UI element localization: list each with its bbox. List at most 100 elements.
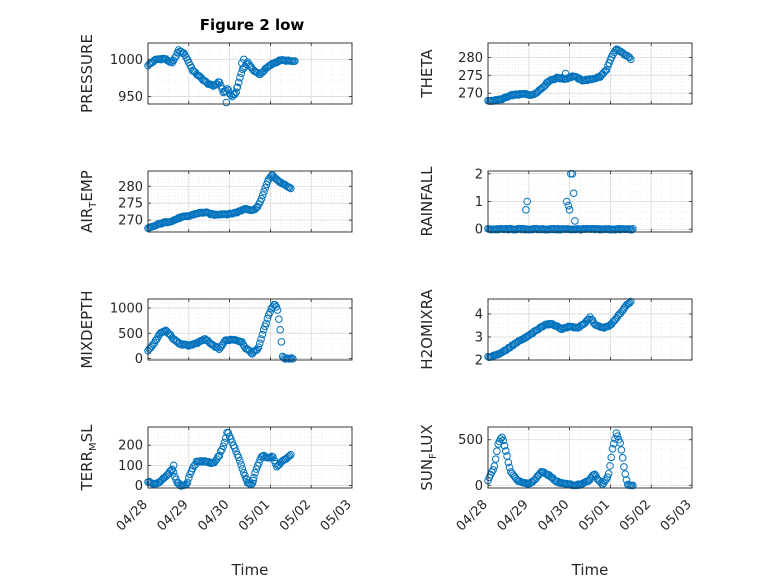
theta-data-point	[609, 50, 617, 59]
h2omixra-data-point	[614, 311, 622, 320]
terr_msl-data-point	[185, 474, 193, 482]
terr_msl-data-point	[238, 465, 247, 473]
h2omixra-data-point	[525, 331, 533, 340]
rainfall-data-point	[562, 197, 571, 206]
mixdepth-data-point	[258, 330, 267, 339]
theta-ylabel: THETA	[418, 49, 436, 99]
panel-air_temp: 270 275 280 AIRTEMP	[78, 170, 353, 233]
rainfall-data-point	[564, 201, 573, 210]
sun_flux-data-point	[629, 481, 637, 490]
panel-pressure: 950 1000 PRESSURE	[78, 34, 353, 113]
terr_msl-data-point	[190, 462, 198, 470]
theta-data-point	[561, 69, 570, 78]
air_temp-ylabel: AIRTEMP	[78, 170, 99, 233]
rainfall-ylabel: RAINFALL	[418, 166, 436, 237]
terr_msl-ytick-label: 200	[118, 439, 143, 454]
terr_msl-data-point	[284, 453, 293, 461]
mixdepth-axes-box	[147, 298, 353, 361]
mixdepth-ytick-label: 1000	[110, 302, 143, 317]
h2omixra-ylabel: H2OMIXRA	[418, 289, 436, 370]
rainfall-data-point	[627, 225, 636, 234]
mixdepth-ytick-label: 0	[135, 352, 143, 367]
terr_msl-data-point	[270, 456, 279, 465]
sun_flux-data-point	[489, 466, 497, 474]
sun_flux-data-point	[504, 458, 513, 467]
mixdepth-ylabel: MIXDEPTH	[78, 290, 96, 368]
rainfall-ytick-label: 0	[475, 223, 483, 238]
air_temp-data-point	[272, 175, 281, 184]
sun_flux-data-point	[573, 481, 581, 490]
terr_msl-xlabel: Time	[231, 561, 269, 579]
h2omixra-axes-box	[487, 298, 693, 361]
sun_flux-data-point	[620, 463, 628, 471]
sun_flux-data-point	[607, 453, 616, 462]
air_temp-ytick-label: 270	[118, 214, 143, 229]
air_temp-data-point	[261, 184, 270, 192]
terr_msl-data-point	[183, 478, 192, 487]
pressure-data-point	[232, 88, 240, 96]
terr_msl-data-point	[165, 467, 174, 476]
mixdepth-data-point	[257, 335, 265, 343]
h2omixra-data-point	[611, 315, 620, 324]
theta-data-point	[625, 53, 634, 62]
pressure-data-point	[291, 57, 299, 65]
pressure-ylabel: PRESSURE	[78, 34, 96, 113]
panel-h2omixra: 2 3 4 H2OMIXRA	[418, 289, 693, 370]
mixdepth-data-point	[262, 319, 270, 328]
rainfall-data-point	[565, 206, 574, 214]
terr_msl-data-point	[227, 435, 235, 443]
rainfall-data-point	[568, 169, 577, 178]
sun_flux-data-point	[603, 473, 612, 481]
air_temp-axes-box	[147, 170, 353, 233]
theta-data-point	[627, 55, 635, 64]
h2omixra-ytick-label: 3	[475, 330, 483, 345]
pressure-data-point	[238, 59, 246, 67]
theta-data-point	[619, 49, 627, 58]
sun_flux-data-point	[617, 446, 626, 454]
theta-ytick-label: 280	[458, 51, 483, 66]
rainfall-axes-box	[487, 170, 693, 233]
terr_msl-data-point	[251, 469, 259, 477]
mixdepth-data-point	[212, 343, 221, 351]
terr_msl-data-point	[242, 475, 250, 483]
sun_flux-ylabel: SUNFLUX	[418, 424, 439, 490]
mixdepth-data-point	[272, 303, 281, 311]
terr_msl-data-point	[218, 445, 226, 454]
h2omixra-data-point	[609, 318, 617, 326]
terr_msl-data-point	[230, 444, 239, 452]
terr_msl-data-point	[237, 461, 245, 469]
rainfall-ytick-label: 1	[475, 195, 483, 210]
rainfall-data-point	[522, 206, 530, 214]
pressure-ylabel-part: PRESSURE	[78, 34, 96, 113]
mixdepth-data-point	[263, 314, 272, 323]
rainfall-ytick-label: 2	[475, 167, 483, 182]
air_temp-data-point	[251, 205, 259, 213]
h2omixra-data-point	[539, 322, 547, 331]
pressure-data-point	[231, 90, 239, 98]
mixdepth-ytick-label: 500	[118, 327, 143, 342]
terr_msl-data-point	[255, 459, 263, 467]
h2omixra-data-point	[579, 320, 588, 328]
mixdepth-data-point	[287, 354, 296, 362]
terr_msl-data-point	[272, 462, 281, 471]
sun_flux-data-point	[491, 455, 500, 463]
terr_msl-ylabel-part: SL	[78, 424, 96, 443]
mixdepth-data-point	[256, 339, 264, 348]
panel-mixdepth: 0 500 1000 MIXDEPTH	[78, 290, 353, 369]
sun_flux-data-point	[528, 478, 537, 486]
terr_msl-data-point	[236, 457, 244, 465]
pressure-data-point	[179, 49, 188, 57]
h2omixra-data-point	[627, 297, 635, 306]
air_temp-data-point	[258, 191, 267, 199]
sun_flux-ylabel-part: SUN	[418, 459, 436, 491]
mixdepth-data-point	[217, 342, 226, 350]
sun_flux-data-point	[498, 433, 506, 442]
theta-data-point	[600, 68, 608, 77]
sun_flux-data-point	[608, 444, 617, 453]
mixdepth-data-point	[164, 329, 173, 338]
sun_flux-data-point	[606, 462, 614, 470]
mixdepth-data-point	[289, 355, 297, 363]
h2omixra-ytick-label: 2	[475, 354, 483, 369]
terr_msl-data-point	[285, 452, 294, 460]
